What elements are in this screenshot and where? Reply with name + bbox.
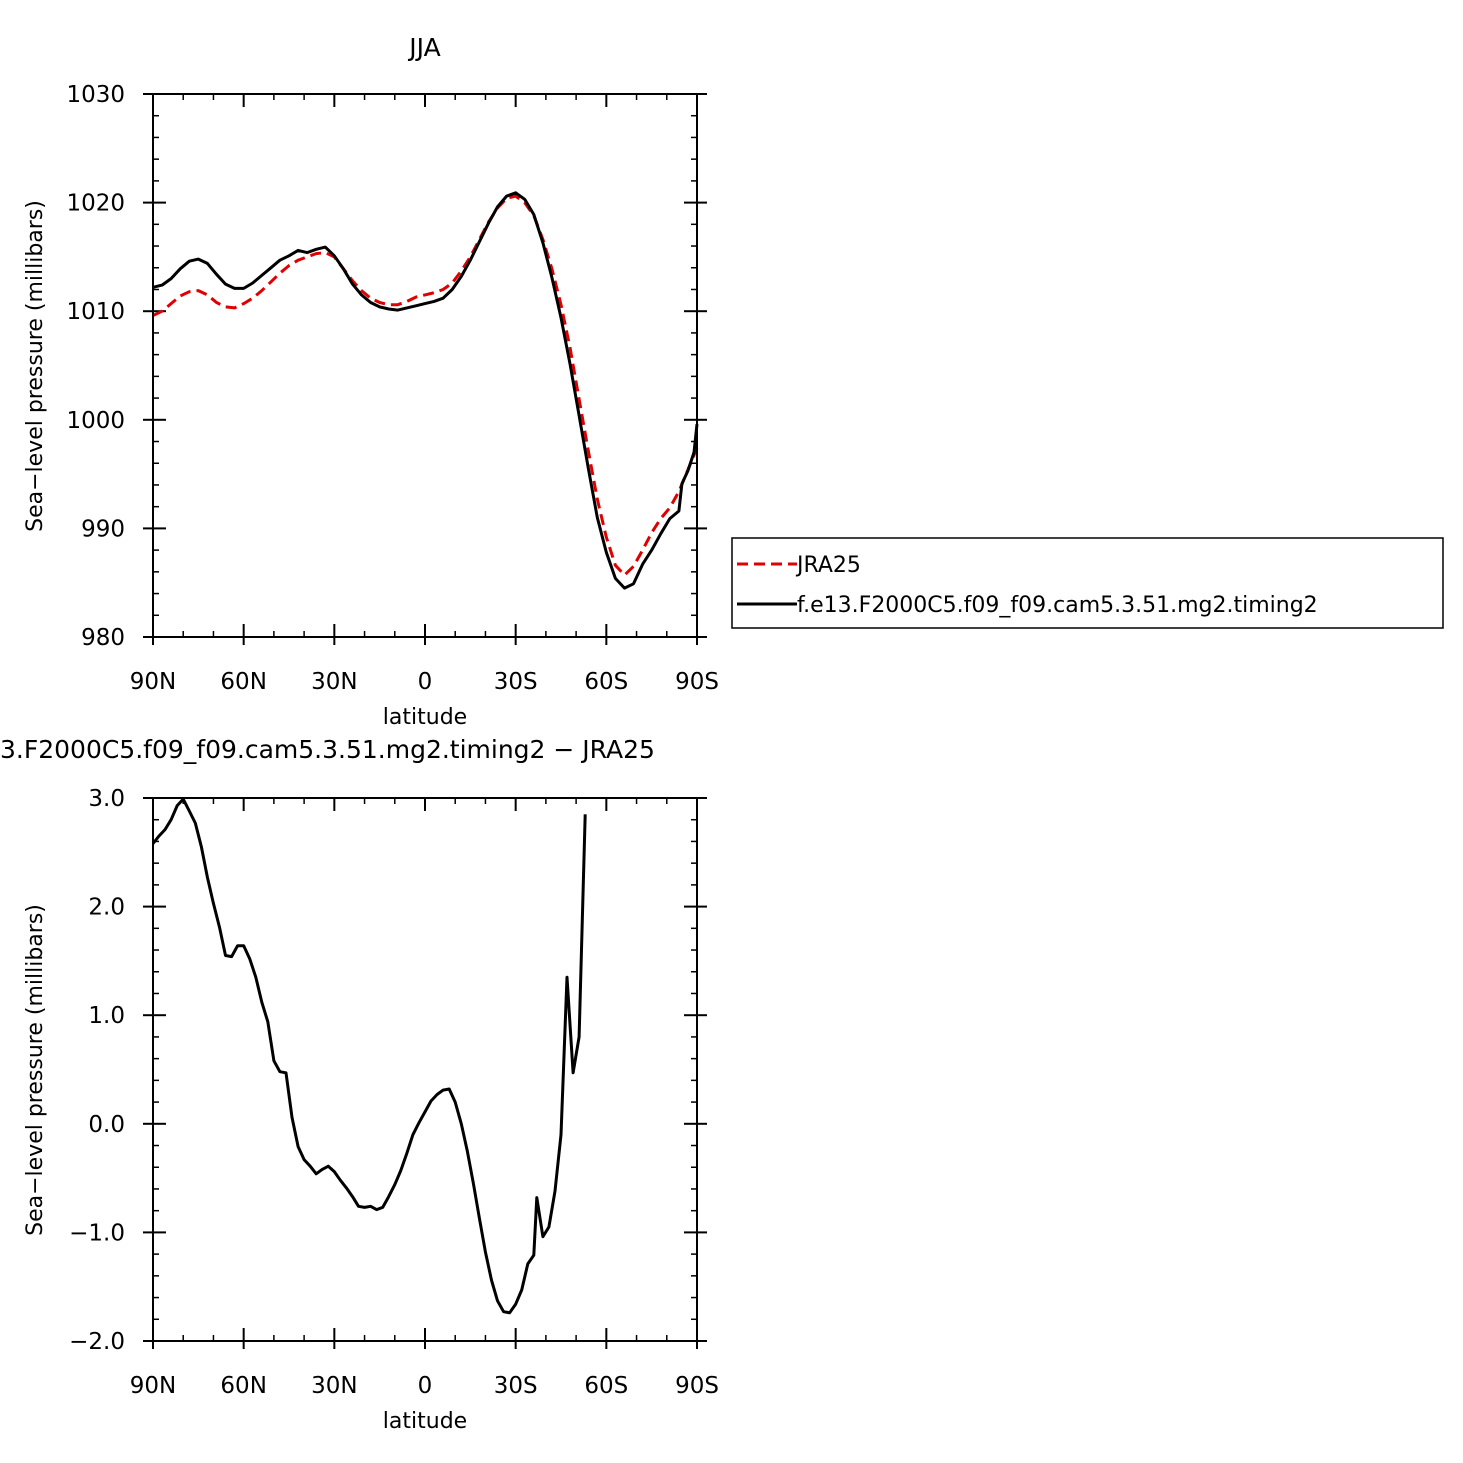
y-tick-label: −2.0 — [69, 1329, 125, 1355]
y-tick-label: 3.0 — [88, 786, 125, 812]
legend: JRA25 f.e13.F2000C5.f09_f09.cam5.3.51.mg… — [731, 537, 1444, 629]
x-tick-label: 30S — [494, 669, 538, 695]
y-axis-label: Sea−level pressure (millibars) — [23, 200, 48, 532]
legend-frame — [731, 537, 1444, 629]
x-tick-label: 60S — [584, 669, 628, 695]
x-tick-label: 0 — [418, 669, 433, 695]
x-tick-label: 90N — [130, 669, 176, 695]
series-line-jra25 — [152, 194, 699, 577]
series-line-f-e13-f2000c5-f09-f09-cam5-3-51-mg2-timing2 — [152, 191, 699, 590]
x-tick-label: 60S — [584, 1373, 628, 1399]
x-tick-label: 60N — [220, 669, 266, 695]
y-tick-label: 990 — [81, 516, 125, 542]
y-tick-label: 1010 — [66, 299, 125, 325]
x-tick-label: 90S — [675, 1373, 719, 1399]
x-tick-label: 30S — [494, 1373, 538, 1399]
plot-frame — [152, 93, 698, 638]
y-tick-label: −1.0 — [69, 1220, 125, 1246]
y-tick-label: 1000 — [66, 408, 125, 434]
top-panel: JJA Sea−level pressure (millibars) latit… — [23, 33, 719, 730]
x-tick-label: 60N — [220, 1373, 266, 1399]
y-tick-label: 1030 — [66, 82, 125, 108]
x-tick-label: 90N — [130, 1373, 176, 1399]
difference-chart-title: 3.F2000C5.f09_f09.cam5.3.51.mg2.timing2 … — [0, 735, 655, 764]
difference-y-axis-label: Sea−level pressure (millibars) — [23, 904, 48, 1236]
chart-title: JJA — [407, 33, 440, 62]
x-axis-label: latitude — [383, 705, 467, 730]
x-tick-label: 90S — [675, 669, 719, 695]
y-tick-label: 980 — [81, 625, 125, 651]
legend-label-jra25: JRA25 — [795, 553, 861, 578]
x-tick-label: 30N — [311, 669, 357, 695]
y-tick-label: 2.0 — [88, 895, 125, 921]
y-tick-label: 1020 — [66, 191, 125, 217]
legend-label-model: f.e13.F2000C5.f09_f09.cam5.3.51.mg2.timi… — [797, 593, 1318, 618]
x-tick-label: 30N — [311, 1373, 357, 1399]
bottom-panel: 3.F2000C5.f09_f09.cam5.3.51.mg2.timing2 … — [0, 735, 719, 1434]
plot-frame — [152, 797, 698, 1342]
x-tick-label: 0 — [418, 1373, 433, 1399]
series-line-difference — [151, 797, 587, 1315]
y-tick-label: 0.0 — [88, 1112, 125, 1138]
difference-x-axis-label: latitude — [383, 1409, 467, 1434]
y-tick-label: 1.0 — [88, 1003, 125, 1029]
